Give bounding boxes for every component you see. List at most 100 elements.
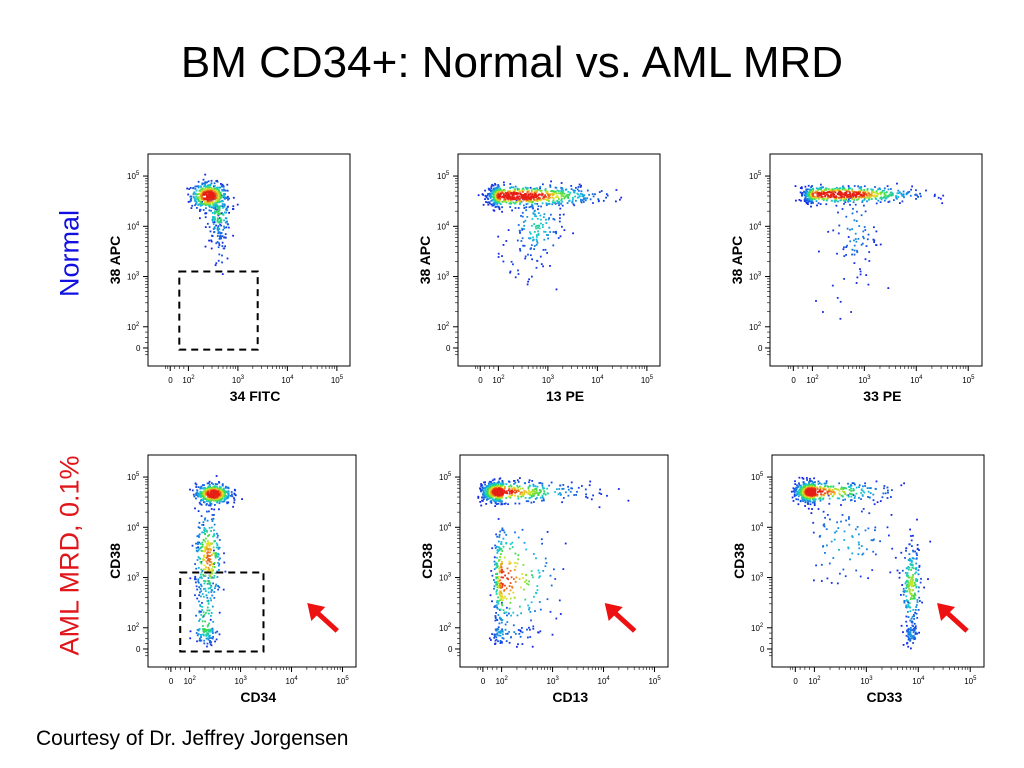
event-point bbox=[812, 190, 814, 192]
event-point bbox=[214, 483, 217, 485]
event-point bbox=[216, 206, 219, 208]
event-point bbox=[204, 528, 207, 531]
event-point bbox=[206, 596, 209, 599]
event-point bbox=[520, 495, 523, 498]
event-point bbox=[817, 508, 820, 510]
event-point bbox=[553, 197, 555, 200]
event-point bbox=[203, 639, 206, 642]
event-point bbox=[866, 195, 869, 198]
event-point bbox=[204, 540, 207, 543]
event-point bbox=[215, 555, 218, 557]
event-point bbox=[534, 213, 536, 216]
event-point bbox=[195, 195, 198, 198]
event-point bbox=[560, 493, 562, 496]
event-point bbox=[518, 633, 521, 635]
event-point bbox=[512, 194, 515, 197]
event-point bbox=[839, 300, 842, 303]
event-point bbox=[218, 563, 221, 565]
event-point bbox=[509, 183, 512, 185]
event-point bbox=[562, 484, 565, 486]
event-point bbox=[199, 543, 202, 545]
event-point bbox=[907, 565, 910, 568]
event-point bbox=[539, 193, 541, 196]
event-point bbox=[911, 564, 914, 567]
event-point bbox=[865, 245, 868, 247]
event-point bbox=[495, 566, 498, 569]
event-point bbox=[497, 256, 500, 258]
event-point bbox=[516, 479, 519, 482]
event-point bbox=[198, 620, 200, 622]
event-point bbox=[199, 200, 201, 203]
event-point bbox=[502, 633, 504, 636]
event-point bbox=[200, 186, 202, 188]
event-point bbox=[507, 195, 509, 198]
event-point bbox=[530, 570, 533, 573]
event-point bbox=[197, 180, 200, 183]
event-point bbox=[495, 484, 497, 487]
event-point bbox=[854, 495, 856, 498]
event-point bbox=[222, 196, 225, 199]
event-point bbox=[218, 191, 220, 194]
event-point bbox=[213, 534, 216, 537]
event-point bbox=[206, 482, 209, 485]
event-point bbox=[890, 188, 892, 190]
event-point bbox=[822, 510, 825, 513]
event-point bbox=[812, 481, 814, 484]
event-point bbox=[809, 477, 811, 480]
event-point bbox=[498, 534, 501, 536]
event-point bbox=[206, 181, 208, 184]
event-point bbox=[913, 630, 915, 632]
event-point bbox=[501, 481, 504, 483]
event-point bbox=[832, 192, 834, 195]
event-point bbox=[865, 274, 868, 276]
event-point bbox=[891, 547, 894, 550]
x-tick-label: 103 bbox=[858, 375, 871, 385]
event-point bbox=[503, 491, 506, 493]
gate-rectangle bbox=[179, 571, 265, 653]
event-point bbox=[812, 498, 815, 501]
event-point bbox=[868, 260, 871, 262]
event-point bbox=[519, 230, 521, 233]
event-point bbox=[909, 606, 912, 609]
event-point bbox=[505, 200, 507, 203]
event-point bbox=[901, 569, 904, 572]
event-point bbox=[555, 232, 557, 235]
event-point bbox=[501, 630, 504, 633]
event-point bbox=[817, 483, 820, 485]
event-point bbox=[497, 596, 499, 599]
event-point bbox=[544, 565, 547, 568]
event-point bbox=[204, 183, 206, 186]
event-point bbox=[530, 619, 532, 622]
event-point bbox=[886, 486, 889, 489]
event-point bbox=[497, 490, 500, 493]
event-point bbox=[210, 247, 213, 250]
event-point bbox=[534, 190, 537, 193]
event-point bbox=[535, 227, 538, 230]
event-point bbox=[534, 485, 537, 488]
event-point bbox=[481, 484, 483, 487]
event-point bbox=[488, 497, 491, 500]
event-point bbox=[858, 486, 860, 488]
event-point bbox=[203, 188, 206, 191]
event-point bbox=[212, 220, 214, 223]
event-point bbox=[539, 255, 542, 258]
event-point bbox=[509, 495, 512, 497]
event-point bbox=[532, 553, 535, 555]
event-point bbox=[577, 486, 580, 489]
event-point bbox=[909, 619, 912, 622]
event-point bbox=[850, 311, 852, 313]
event-point bbox=[542, 216, 545, 219]
event-point bbox=[499, 586, 502, 589]
event-point bbox=[901, 584, 904, 586]
event-point bbox=[917, 569, 920, 572]
event-point bbox=[505, 192, 508, 195]
event-point bbox=[216, 213, 219, 216]
event-point bbox=[208, 534, 211, 536]
event-point bbox=[497, 614, 500, 616]
event-point bbox=[496, 589, 498, 591]
event-point bbox=[210, 530, 212, 532]
event-point bbox=[215, 193, 218, 196]
event-point bbox=[504, 628, 507, 631]
event-point bbox=[203, 628, 206, 630]
event-point bbox=[891, 489, 893, 491]
